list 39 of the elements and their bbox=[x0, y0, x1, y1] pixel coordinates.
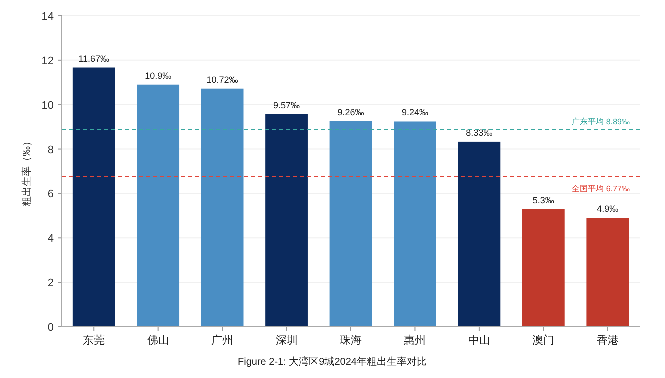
y-tick-label: 4 bbox=[48, 233, 54, 246]
x-tick-label: 广州 bbox=[212, 334, 234, 347]
bar bbox=[522, 209, 565, 327]
x-tick-label: 佛山 bbox=[147, 334, 170, 347]
x-tick-label: 香港 bbox=[596, 334, 619, 347]
data-label: 10.9‰ bbox=[145, 70, 172, 81]
bar bbox=[266, 114, 308, 327]
y-tick-label: 8 bbox=[48, 144, 54, 156]
data-label: 11.67‰ bbox=[78, 54, 110, 64]
data-label: 4.9‰ bbox=[597, 204, 619, 214]
caption: Figure 2-1: 大湾区9城2024年粗出生率对比 bbox=[238, 356, 427, 368]
data-label: 8.33‰ bbox=[466, 128, 493, 138]
data-label: 9.24‰ bbox=[402, 108, 428, 118]
bar bbox=[201, 88, 244, 327]
bar bbox=[137, 84, 180, 327]
y-tick-label: 14 bbox=[42, 11, 54, 23]
y-axis-title: 粗出生率（‰） bbox=[21, 136, 33, 206]
x-tick-label: 中山 bbox=[468, 334, 490, 347]
data-label: 9.26‰ bbox=[338, 107, 364, 118]
x-tick-label: 珠海 bbox=[340, 334, 362, 347]
ref-line-label: 全国平均 6.77‰ bbox=[572, 184, 630, 194]
bar bbox=[458, 142, 501, 327]
x-tick-label: 惠州 bbox=[403, 334, 426, 347]
bar bbox=[394, 122, 436, 327]
x-tick-label: 澳门 bbox=[532, 334, 555, 347]
x-tick-label: 深圳 bbox=[276, 334, 298, 347]
y-tick-label: 0 bbox=[48, 322, 54, 334]
y-tick-label: 12 bbox=[42, 55, 54, 68]
y-tick-label: 6 bbox=[48, 188, 54, 201]
bar bbox=[330, 121, 372, 327]
y-tick-label: 2 bbox=[48, 278, 54, 290]
data-label: 5.3‰ bbox=[532, 195, 554, 206]
bar bbox=[586, 218, 630, 327]
ref-line-label: 广东平均 8.89‰ bbox=[572, 118, 630, 127]
x-tick-label: 东莞 bbox=[83, 334, 106, 347]
bar bbox=[72, 68, 116, 327]
data-label: 9.57‰ bbox=[274, 100, 300, 110]
data-label: 10.72‰ bbox=[206, 74, 238, 85]
y-tick-label: 10 bbox=[42, 100, 54, 112]
